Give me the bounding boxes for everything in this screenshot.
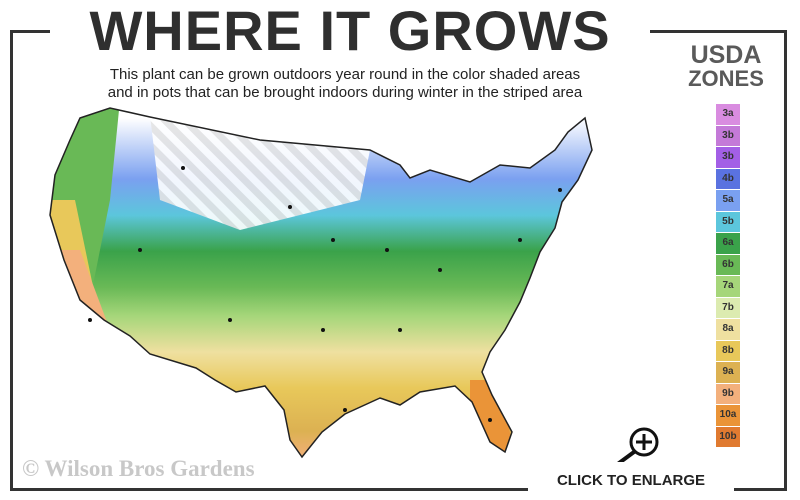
legend-zone-6a: 6a bbox=[716, 233, 740, 254]
legend-title-usda: USDA bbox=[690, 41, 762, 69]
legend-title-zones: ZONES bbox=[688, 66, 764, 91]
legend-zone-10b: 10b bbox=[716, 426, 740, 447]
legend-zone-9a: 9a bbox=[716, 362, 740, 383]
click-to-enlarge-label: CLICK TO ENLARGE bbox=[556, 472, 706, 489]
legend-zone-5b: 5b bbox=[716, 211, 740, 232]
watermark: © Wilson Bros Gardens bbox=[22, 456, 255, 481]
legend-zone-3b: 3b bbox=[716, 125, 740, 146]
legend-zone-5a: 5a bbox=[716, 190, 740, 211]
page-title: WHERE IT GROWS bbox=[50, 0, 650, 62]
legend-zone-7a: 7a bbox=[716, 276, 740, 297]
subtitle: This plant can be grown outdoors year ro… bbox=[50, 66, 640, 102]
subtitle-line-1: This plant can be grown outdoors year ro… bbox=[109, 66, 581, 83]
legend-zone-6b: 6b bbox=[716, 254, 740, 275]
legend-title: USDA ZONES bbox=[668, 41, 784, 91]
legend-zone-7b: 7b bbox=[716, 297, 740, 318]
usda-zones-legend: USDA ZONES 3a 3b 3b 4b 5a 5b 6a 6b 7a 7b 8a 8b 9a 9b 1… bbox=[668, 41, 784, 447]
legend-zone-4b: 4b bbox=[716, 168, 740, 189]
legend-zone-10a: 10a bbox=[716, 405, 740, 426]
legend-zone-3b: 3b bbox=[716, 147, 740, 168]
legend-zone-3a: 3a bbox=[716, 104, 740, 125]
legend-zone-8b: 8b bbox=[716, 340, 740, 361]
usda-zone-map[interactable] bbox=[40, 100, 600, 460]
legend-zone-9b: 9b bbox=[716, 383, 740, 404]
legend-zone-8a: 8a bbox=[716, 319, 740, 340]
subtitle-line-2: and in pots that can be brought indoors … bbox=[107, 84, 583, 101]
legend-swatches: 3a 3b 3b 4b 5a 5b 6a 6b 7a 7b 8a 8b 9a 9b 10a 10b bbox=[716, 104, 740, 448]
click-to-enlarge-button[interactable]: CLICK TO ENLARGE bbox=[528, 462, 734, 496]
